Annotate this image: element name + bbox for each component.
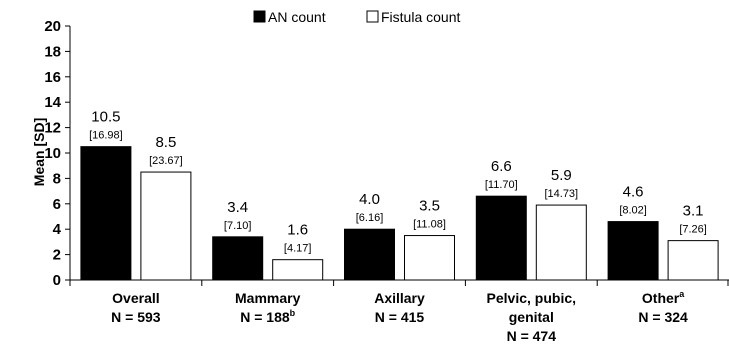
sd-label: [23.67]: [149, 155, 183, 167]
y-tick-label: 20: [44, 18, 61, 35]
category-label: Mammary: [235, 290, 301, 306]
x-axis: Overall N = 593 Mammary N = 188b Axillary N =…: [69, 279, 729, 344]
sd-label: [6.16]: [356, 212, 384, 224]
y-tick-label: 6: [53, 196, 61, 213]
bar-an-count: [607, 221, 659, 281]
bar-fistula-count: [535, 204, 587, 281]
bars: [80, 146, 719, 281]
y-tick-label: 2: [53, 247, 61, 264]
y-tick-label: 8: [53, 170, 61, 187]
y-tick-label: 4: [53, 221, 62, 238]
value-label: 10.5: [91, 109, 120, 126]
category-label: N = 324: [638, 309, 688, 325]
value-label: 3.4: [227, 199, 248, 216]
value-label: 5.9: [551, 167, 572, 184]
legend-swatch-fistula-count: [366, 10, 379, 23]
bar-an-count: [80, 146, 132, 281]
sd-label: [7.10]: [224, 220, 252, 232]
sd-label: [11.70]: [485, 179, 518, 191]
value-label: 3.1: [683, 203, 704, 220]
y-tick-label: 16: [44, 69, 61, 86]
category-label: N = 593: [111, 309, 161, 325]
category-footnote-marker: a: [679, 289, 685, 299]
value-label: 4.0: [359, 191, 380, 208]
value-label: 1.6: [287, 222, 308, 239]
sd-label: [4.17]: [284, 243, 312, 255]
bar-an-count: [344, 228, 395, 281]
value-label: 6.6: [491, 158, 512, 175]
bar-fistula-count: [667, 240, 719, 281]
y-axis: 0 2 4 6 8 10 12 14 16 18 20: [44, 18, 71, 289]
legend-swatch-an-count: [253, 10, 266, 23]
category-label: N = 474: [507, 328, 557, 344]
category-label: Overall: [112, 290, 159, 306]
sd-label: [11.08]: [413, 219, 446, 231]
category-label: Axillary: [374, 290, 425, 306]
category-label: Pelvic, pubic,: [487, 290, 576, 306]
y-tick-label: 18: [44, 43, 61, 60]
value-label: 4.6: [623, 184, 644, 201]
category-footnote-marker: b: [290, 308, 296, 318]
category-label: N = 188b: [240, 308, 295, 325]
bar-fistula-count: [272, 259, 324, 281]
legend: AN count Fistula count: [253, 9, 460, 25]
data-labels: 10.5 [16.98] 8.5 [23.67] 3.4 [7.10] 1.6 [4.17] 4…: [89, 109, 707, 255]
sd-label: [14.73]: [544, 188, 578, 200]
category-label: Othera: [642, 289, 685, 306]
category-label: N = 415: [375, 309, 425, 325]
bar-an-count: [212, 236, 264, 281]
y-tick-label: 12: [44, 120, 61, 137]
legend-label-an-count: AN count: [268, 9, 326, 25]
value-label: 3.5: [419, 198, 440, 215]
y-tick-label: 14: [44, 94, 61, 111]
y-axis-title: Mean [SD]: [31, 118, 47, 186]
legend-label-fistula-count: Fistula count: [381, 9, 460, 25]
bar-an-count: [475, 195, 527, 281]
sd-label: [7.26]: [679, 224, 707, 236]
bar-fistula-count: [140, 171, 192, 281]
y-tick-label: 10: [44, 145, 61, 162]
sd-label: [8.02]: [619, 205, 647, 217]
bar-fistula-count: [404, 235, 455, 281]
value-label: 8.5: [155, 134, 176, 151]
sd-label: [16.98]: [89, 130, 123, 142]
y-tick-label: 0: [53, 272, 61, 289]
category-label: genital: [509, 309, 554, 325]
